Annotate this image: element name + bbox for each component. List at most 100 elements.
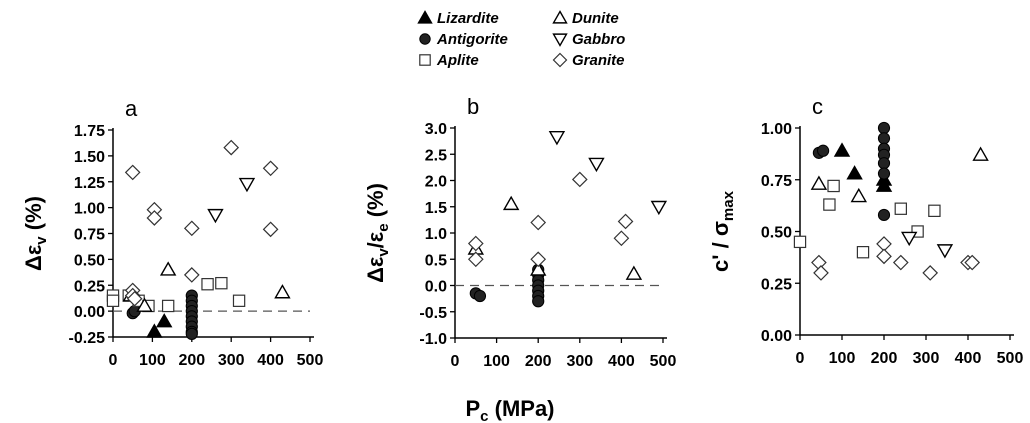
point-lizardite [846,165,863,180]
legend-item-dunite: Dunite [552,10,619,27]
legend-label-gabbro: Gabbro [572,31,625,48]
point-granite [262,160,279,177]
y-axis-title-a: Δεv (%) [21,196,50,271]
y-tick-label-b: 2.5 [425,147,447,164]
legend-marker-dunite [552,10,568,24]
point-dunite [529,261,547,276]
point-antigorite [877,132,891,145]
point-gabbro [936,244,954,259]
legend-marker-antigorite [419,33,431,45]
panel-letter-c: c [812,94,823,119]
series-granite-c [811,236,981,281]
legend-marker-lizardite [417,10,433,24]
point-aplite [215,276,228,290]
point-aplite [106,294,120,307]
y-tick-label-a: 1.75 [74,123,105,140]
point-aplite [823,198,836,211]
x-tick-label-c: 400 [955,350,982,367]
point-gabbro [650,200,668,216]
legend-item-aplite: Aplite [419,52,479,69]
series-granite-b [467,171,634,268]
point-granite [124,164,141,181]
point-dunite [972,146,989,161]
point-aplite [201,278,214,291]
point-dunite [159,261,177,276]
y-tick-label-b: 2.0 [425,174,447,191]
point-lizardite [156,313,173,328]
y-tick-label-c: 0.75 [761,173,792,190]
point-granite [146,210,163,226]
series-gabbro-a [207,177,256,224]
point-gabbro [900,231,918,247]
legend-marker-aplite [419,54,431,66]
point-granite [892,254,909,271]
y-tick-label-a: 0.75 [74,227,105,244]
x-tick-label-b: 200 [525,353,552,370]
point-antigorite [473,289,487,303]
x-tick-label-b: 100 [483,353,510,370]
legend-label-lizardite: Lizardite [437,10,499,27]
point-antigorite [877,208,891,222]
y-tick-label-c: 0.50 [761,225,792,242]
legend-label-antigorite: Antigorite [436,31,508,48]
x-tick-label-b: 400 [608,353,635,370]
y-tick-label-a: 0.00 [74,304,105,321]
y-tick-label-a: 1.00 [74,201,105,218]
x-tick-label-a: 300 [218,352,245,369]
point-lizardite [875,177,893,192]
point-aplite [911,225,924,238]
point-granite [571,171,588,188]
series-antigorite-a [126,289,198,340]
panels: -0.250.000.250.500.751.001.251.501.750 10… [21,94,1023,370]
x-tick-label-c: 100 [829,350,856,367]
y-axis-title-c: c' / σmax [708,190,737,272]
x-tick-label-a: 400 [257,352,284,369]
series-granite-a [124,139,279,307]
point-aplite [856,246,870,259]
point-aplite [894,202,908,215]
y-tick-label-c: 0.25 [761,276,792,293]
point-granite [126,290,143,307]
point-granite [922,265,939,281]
x-tick-label-a: 500 [297,352,324,369]
y-tick-label-a: -0.25 [69,330,106,347]
point-gabbro [238,177,256,193]
point-granite [876,248,892,265]
series-antigorite-c [812,121,891,222]
x-tick-label-c: 0 [796,350,805,367]
series-dunite-c [810,146,989,203]
point-gabbro [548,130,566,146]
point-aplite [827,179,840,193]
legend-item-lizardite: Lizardite [417,10,499,27]
point-dunite [274,284,291,299]
point-lizardite [833,142,851,157]
panel-c: 0.00 0.25 0.50 0.75 1.00 0 100 200 300 400 500 c c' … [708,94,1023,367]
point-aplite [928,204,941,217]
series-gabbro-b [548,130,668,216]
y-tick-label-b: -1.0 [419,331,447,348]
y-tick-label-b: 0.0 [425,279,447,296]
point-antigorite [877,157,891,170]
point-dunite [810,175,828,190]
point-dunite [850,187,868,203]
x-tick-label-c: 200 [871,350,898,367]
panel-letter-b: b [467,94,479,119]
y-tick-label-b: 1.5 [425,200,447,217]
panel-b: -1.0 -0.5 0.0 0.5 1.0 1.5 2.0 2.5 3.0 0 100 200 300 4… [363,94,676,370]
legend-label-granite: Granite [572,52,625,69]
point-gabbro [207,208,224,224]
point-dunite [625,265,643,280]
point-dunite [502,195,520,211]
point-granite [613,230,630,247]
legend-marker-gabbro [552,33,568,47]
point-granite [262,221,279,238]
legend-label-dunite: Dunite [572,10,619,27]
y-tick-label-b: 0.5 [425,252,447,269]
panel-letter-a: a [125,96,138,121]
x-tick-label-a: 200 [178,352,205,369]
point-granite [813,265,829,281]
y-tick-label-a: 0.25 [74,278,105,295]
x-axis-title: Pc (MPa) [465,396,554,423]
legend: Lizardite Dunite Antigorite Gabbro Aplite Gra… [417,10,625,69]
